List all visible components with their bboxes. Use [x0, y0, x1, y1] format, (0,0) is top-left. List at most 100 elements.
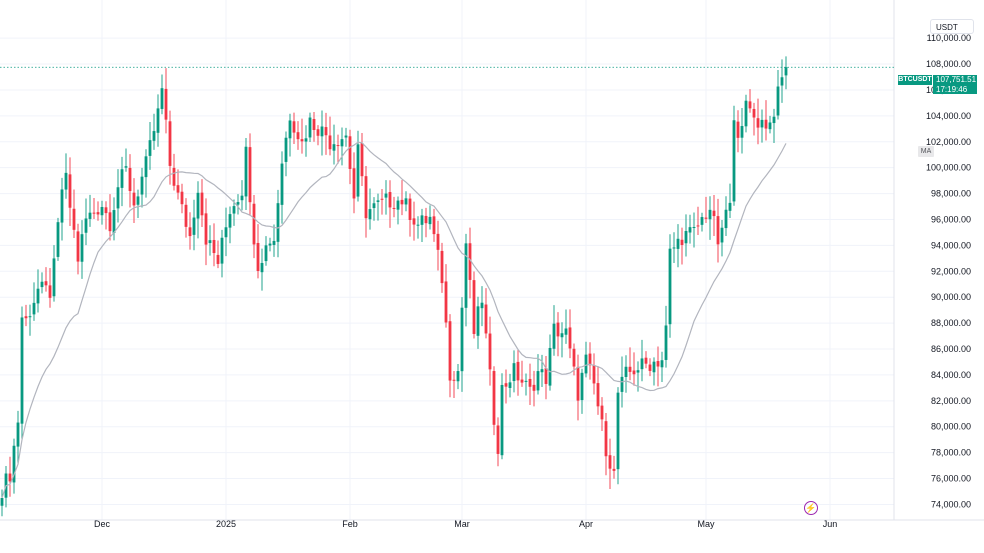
- candle: [368, 188, 372, 230]
- x-tick-label: Dec: [94, 519, 111, 529]
- candle-body: [68, 174, 72, 208]
- candle: [160, 74, 164, 115]
- candle: [376, 193, 380, 221]
- candle-body: [428, 216, 432, 225]
- candle: [352, 152, 356, 214]
- candle-body: [592, 365, 596, 384]
- candle-body: [308, 117, 312, 138]
- candle-body: [560, 333, 564, 338]
- candle-body: [484, 304, 488, 334]
- candle: [332, 124, 336, 165]
- candle: [784, 56, 788, 90]
- candle: [548, 334, 552, 391]
- candle: [436, 220, 440, 271]
- candle: [452, 370, 456, 398]
- candle: [596, 366, 600, 415]
- candle: [284, 131, 288, 177]
- candle-body: [584, 354, 588, 374]
- candle-body: [420, 215, 424, 225]
- candle: [756, 98, 760, 145]
- candle: [316, 125, 320, 146]
- candle: [76, 223, 80, 275]
- candle-body: [260, 262, 264, 273]
- candle: [308, 112, 312, 143]
- candle: [36, 269, 40, 313]
- candle: [184, 198, 188, 238]
- candle-body: [52, 258, 56, 297]
- candle-body: [508, 382, 512, 388]
- candle-body: [728, 202, 732, 211]
- candle-body: [408, 198, 412, 220]
- candle: [136, 189, 140, 218]
- candle: [416, 216, 420, 239]
- candle: [52, 245, 56, 302]
- candle-body: [424, 215, 428, 224]
- candle: [340, 127, 344, 166]
- candle-body: [128, 167, 132, 191]
- candle: [456, 364, 460, 390]
- candle: [276, 189, 280, 258]
- candle: [776, 69, 780, 120]
- candle: [528, 363, 532, 406]
- candle-body: [624, 366, 628, 378]
- candle: [500, 373, 504, 460]
- candle-body: [172, 167, 176, 186]
- candle: [384, 180, 388, 215]
- candle-body: [344, 135, 348, 138]
- candle-body: [320, 126, 324, 137]
- candle-body: [240, 195, 244, 201]
- candle-body: [112, 210, 116, 233]
- candle: [700, 212, 704, 232]
- candle: [320, 110, 324, 156]
- candle-body: [620, 376, 624, 392]
- candle-body: [8, 473, 12, 482]
- candle-body: [564, 328, 568, 335]
- candle: [412, 201, 416, 241]
- candle: [612, 455, 616, 479]
- candle-body: [772, 116, 776, 124]
- candle-body: [732, 120, 736, 202]
- bar-countdown: 17:19:46: [936, 84, 968, 94]
- candle: [32, 282, 36, 321]
- candle-body: [452, 379, 456, 381]
- candle-body: [20, 317, 24, 424]
- candle: [488, 316, 492, 386]
- candle: [512, 350, 516, 393]
- candle-body: [312, 118, 316, 130]
- candle: [392, 196, 396, 218]
- candle: [312, 111, 316, 142]
- candle: [280, 151, 284, 224]
- candle-body: [316, 129, 320, 136]
- candle: [336, 134, 340, 164]
- candle: [644, 351, 648, 369]
- candle: [668, 234, 672, 338]
- candle-body: [132, 192, 136, 206]
- candle-body: [744, 100, 748, 127]
- candle: [480, 286, 484, 327]
- candle-body: [780, 77, 784, 86]
- candle-body: [232, 206, 236, 214]
- candle: [692, 212, 696, 248]
- y-tick-label: 98,000.00: [931, 189, 971, 199]
- candle: [292, 112, 296, 144]
- candle-body: [712, 210, 716, 217]
- currency-unit-selector[interactable]: USDT: [930, 19, 974, 34]
- candle-body: [616, 392, 620, 470]
- candle: [168, 110, 172, 185]
- candle: [652, 357, 656, 386]
- candle: [28, 304, 32, 336]
- candle-body: [552, 323, 556, 349]
- lightning-icon[interactable]: ⚡: [804, 501, 818, 515]
- candle-body: [108, 212, 112, 232]
- candle-body: [520, 379, 524, 383]
- candle: [196, 181, 200, 239]
- candle: [704, 196, 708, 223]
- ma-indicator-label: MA: [918, 146, 934, 157]
- candle-body: [512, 363, 516, 382]
- candle-body: [400, 199, 404, 205]
- candle-body: [288, 120, 292, 139]
- candle-body: [668, 248, 672, 325]
- candle: [592, 353, 596, 395]
- candle: [404, 191, 408, 212]
